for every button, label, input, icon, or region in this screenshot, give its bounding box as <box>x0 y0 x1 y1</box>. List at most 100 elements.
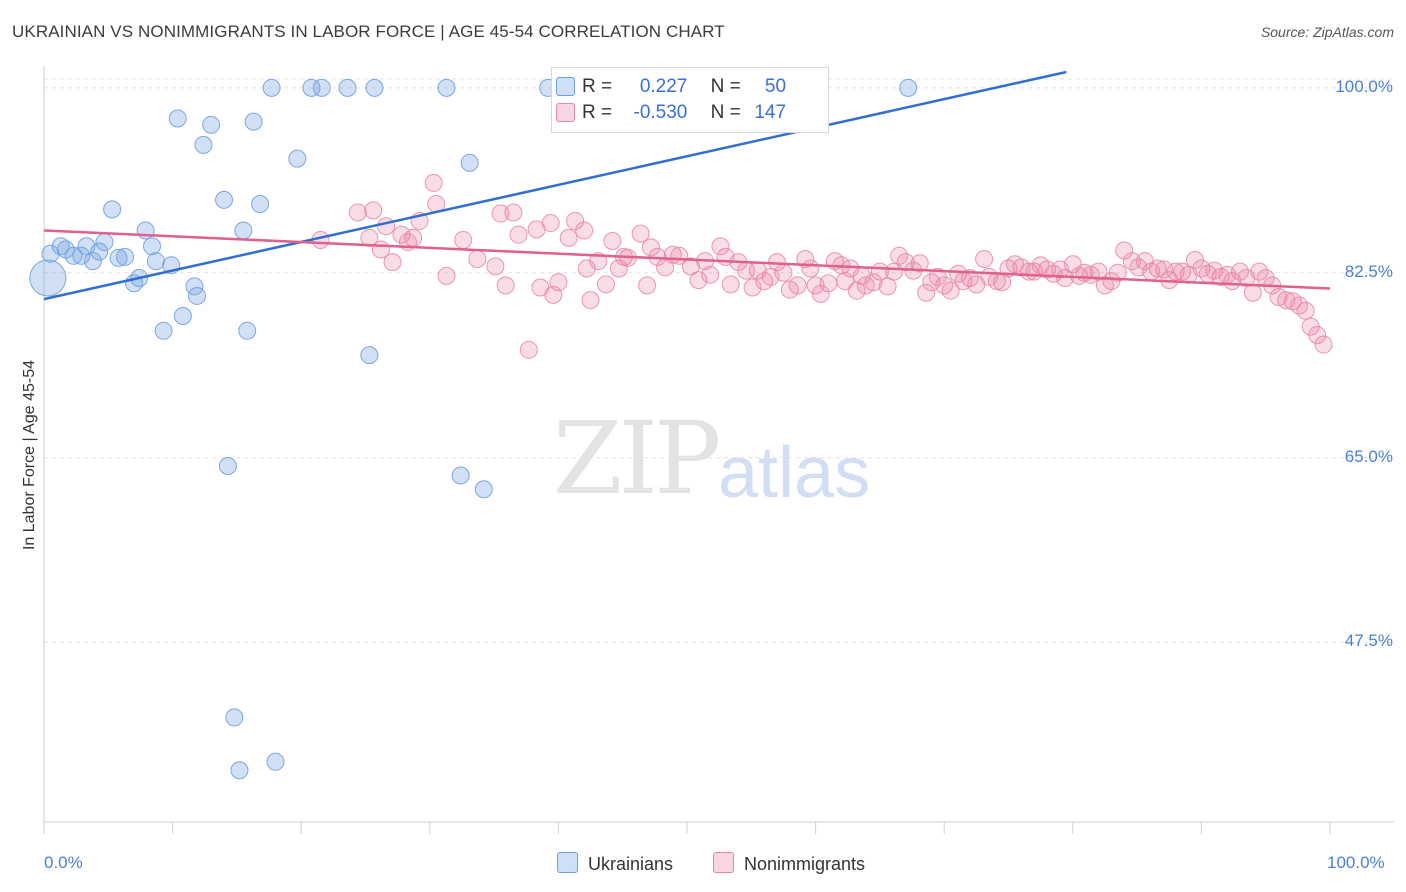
nonimmigrants-point <box>424 173 443 192</box>
ukrainians-swatch <box>556 77 575 96</box>
ukrainians-point <box>460 153 479 172</box>
stats-row-nonimmigrants: R = -0.530 N = 147 <box>556 102 787 124</box>
ukrainians-point <box>244 112 263 131</box>
series-ukrainians <box>29 78 918 780</box>
nonimmigrants-point <box>1250 262 1269 281</box>
ukrainians-point <box>90 242 109 261</box>
y-axis-label: In Labor Force | Age 45-54 <box>21 359 38 551</box>
nonimmigrants-point <box>681 257 700 276</box>
nonimmigrants-point <box>581 291 600 310</box>
nonimmigrants-point <box>575 221 594 240</box>
ukrainians-trend-line <box>43 70 1067 301</box>
ukrainians-point <box>64 246 83 265</box>
nonimmigrants-point <box>1296 301 1315 320</box>
nonimmigrants-point <box>392 225 411 244</box>
nonimmigrants-point <box>890 246 909 265</box>
axes <box>43 66 1394 834</box>
ukrainians-point <box>899 78 918 97</box>
nonimmigrants-point <box>1108 263 1127 282</box>
y-tick-label: 82.5% <box>1344 261 1393 281</box>
nonimmigrants-point <box>788 276 807 295</box>
legend-item-ukrainians: Ukrainians <box>557 852 673 875</box>
ukrainians-point <box>365 78 384 97</box>
nonimmigrants-point <box>1243 283 1262 302</box>
ukrainians-point <box>312 78 331 97</box>
legend-label: Ukrainians <box>588 854 674 874</box>
nonimmigrants-point <box>348 203 367 222</box>
nonimmigrants-point <box>811 284 830 303</box>
x-tick-label-max: 100.0% <box>1327 853 1385 872</box>
ukrainians-point <box>154 321 173 340</box>
nonimmigrants-point <box>596 275 615 294</box>
ukrainians-point <box>143 237 162 256</box>
ukrainians-legend-swatch <box>557 852 578 873</box>
nonimmigrants-point <box>711 237 730 256</box>
r-value: -0.530 <box>633 102 688 123</box>
nonimmigrants-point <box>864 273 883 292</box>
n-label: N = <box>710 102 747 123</box>
ukrainians-point <box>51 237 70 256</box>
ukrainians-point <box>234 221 253 240</box>
nonimmigrants-point <box>1155 260 1174 279</box>
y-tick-label: 100.0% <box>1335 76 1393 96</box>
watermark-zip: ZIP <box>553 400 721 517</box>
nonimmigrants-point <box>504 203 523 222</box>
ukrainians-point <box>194 135 213 154</box>
nonimmigrants-point <box>721 275 740 294</box>
ukrainians-point <box>230 761 249 780</box>
nonimmigrants-point <box>549 273 568 292</box>
nonimmigrants-point <box>1308 326 1327 345</box>
n-label: N = <box>710 76 747 97</box>
nonimmigrants-point <box>801 259 820 278</box>
nonimmigrants-point <box>819 274 838 293</box>
ukrainians-point <box>302 78 321 97</box>
trend-lines <box>43 70 1331 301</box>
grid-lines <box>44 78 1394 643</box>
nonimmigrants-point <box>566 211 585 230</box>
nonimmigrants-point <box>541 214 560 233</box>
nonimmigrants-point <box>1230 262 1249 281</box>
ukrainians-point <box>238 321 257 340</box>
ukrainians-point <box>251 195 270 214</box>
nonimmigrants-point <box>437 266 456 285</box>
y-tick-label: 47.5% <box>1344 631 1393 651</box>
nonimmigrants-point <box>377 217 396 236</box>
ukrainians-point <box>202 115 221 134</box>
n-value: 50 <box>764 76 787 97</box>
nonimmigrants-point <box>486 257 505 276</box>
nonimmigrants-point <box>743 278 762 297</box>
n-value: 147 <box>754 102 787 123</box>
r-label: R = <box>582 102 618 123</box>
watermark-atlas: atlas <box>718 433 871 513</box>
ukrainians-point <box>474 480 493 499</box>
nonimmigrants-point <box>796 249 815 268</box>
nonimmigrants-point <box>496 276 515 295</box>
nonimmigrants-point <box>509 225 528 244</box>
nonimmigrants-point <box>468 249 487 268</box>
ukrainians-point <box>188 286 207 305</box>
nonimmigrants-point <box>960 268 979 287</box>
ukrainians-point <box>146 252 165 271</box>
nonimmigrants-point <box>491 204 510 223</box>
ukrainians-point <box>266 752 285 771</box>
nonimmigrants-point <box>701 265 720 284</box>
ukrainians-point <box>451 466 470 485</box>
nonimmigrants-point <box>454 230 473 249</box>
ukrainians-point <box>95 233 114 252</box>
ukrainians-point <box>116 247 135 266</box>
ukrainians-point <box>103 200 122 219</box>
nonimmigrants-point <box>603 232 622 251</box>
ukrainians-point <box>360 346 379 365</box>
nonimmigrants-point <box>559 228 578 247</box>
nonimmigrants-point <box>638 276 657 295</box>
r-label: R = <box>582 76 618 97</box>
x-tick-label-min: 0.0% <box>44 853 83 872</box>
nonimmigrants-point <box>941 281 960 300</box>
ukrainians-point <box>437 78 456 97</box>
ukrainians-point <box>72 246 91 265</box>
ukrainians-point <box>338 78 357 97</box>
ukrainians-point <box>262 78 281 97</box>
nonimmigrants-point <box>1122 252 1141 271</box>
ukrainians-point <box>83 252 102 271</box>
